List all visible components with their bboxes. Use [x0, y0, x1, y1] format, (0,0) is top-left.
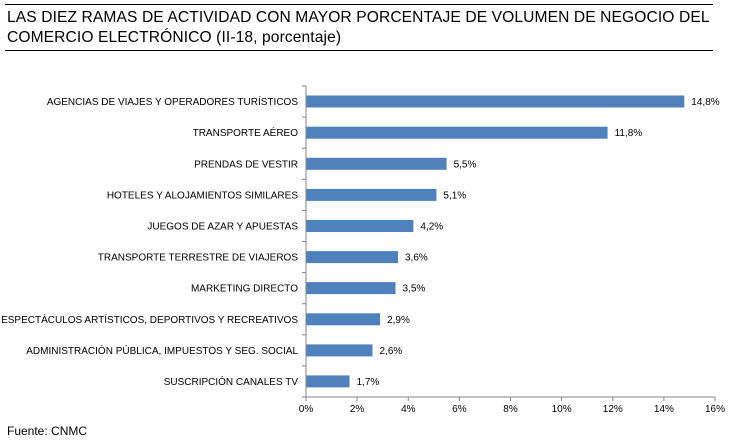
bar [306, 95, 685, 108]
bar [306, 251, 398, 264]
title-bottom-rule [5, 50, 713, 51]
value-label: 14,8% [691, 97, 719, 108]
x-tick-label: 4% [401, 404, 416, 415]
category-label: HOTELES Y ALOJAMIENTOS SIMILARES [107, 190, 299, 201]
bar [306, 282, 396, 295]
category-label: AGENCIAS DE VIAJES Y OPERADORES TURÍSTIC… [47, 95, 299, 108]
value-label: 2,6% [380, 346, 403, 357]
category-label: ADMINISTRACIÓN PÚBLICA, IMPUESTOS Y SEG.… [26, 344, 298, 357]
category-label: ESPECTÁCULOS ARTÍSTICOS, DEPORTIVOS Y RE… [1, 313, 298, 326]
category-label: SUSCRIPCIÓN CANALES TV [164, 375, 299, 388]
value-label: 1,7% [357, 377, 380, 388]
bar [306, 126, 608, 139]
value-label: 4,2% [420, 222, 443, 233]
category-label: TRANSPORTE AÉREO [193, 126, 299, 139]
bar [306, 344, 373, 357]
bar [306, 375, 350, 388]
bar [306, 220, 414, 232]
category-label: PRENDAS DE VESTIR [194, 159, 298, 170]
category-label: TRANSPORTE TERRESTRE DE VIAJEROS [98, 253, 299, 264]
x-tick-label: 10% [552, 404, 572, 415]
bar [306, 188, 437, 201]
bar [306, 313, 381, 326]
source-note: Fuente: CNMC [7, 424, 88, 438]
bar [306, 157, 447, 170]
x-tick-label: 12% [603, 404, 623, 415]
category-label: JUEGOS DE AZAR Y APUESTAS [147, 222, 298, 233]
x-tick-label: 8% [503, 404, 518, 415]
value-label: 3,5% [403, 284, 426, 295]
chart-title: LAS DIEZ RAMAS DE ACTIVIDAD CON MAYOR PO… [7, 9, 710, 46]
category-label: MARKETING DIRECTO [191, 284, 298, 295]
value-label: 5,5% [454, 159, 477, 170]
x-tick-label: 2% [350, 404, 365, 415]
x-tick-label: 6% [452, 404, 467, 415]
value-label: 3,6% [405, 253, 428, 264]
title-top-rule [5, 4, 713, 5]
x-tick-label: 14% [654, 404, 674, 415]
x-tick-label: 16% [705, 404, 725, 415]
value-label: 2,9% [387, 315, 410, 326]
value-label: 5,1% [443, 190, 466, 201]
value-label: 11,8% [615, 128, 643, 139]
x-tick-label: 0% [299, 404, 314, 415]
